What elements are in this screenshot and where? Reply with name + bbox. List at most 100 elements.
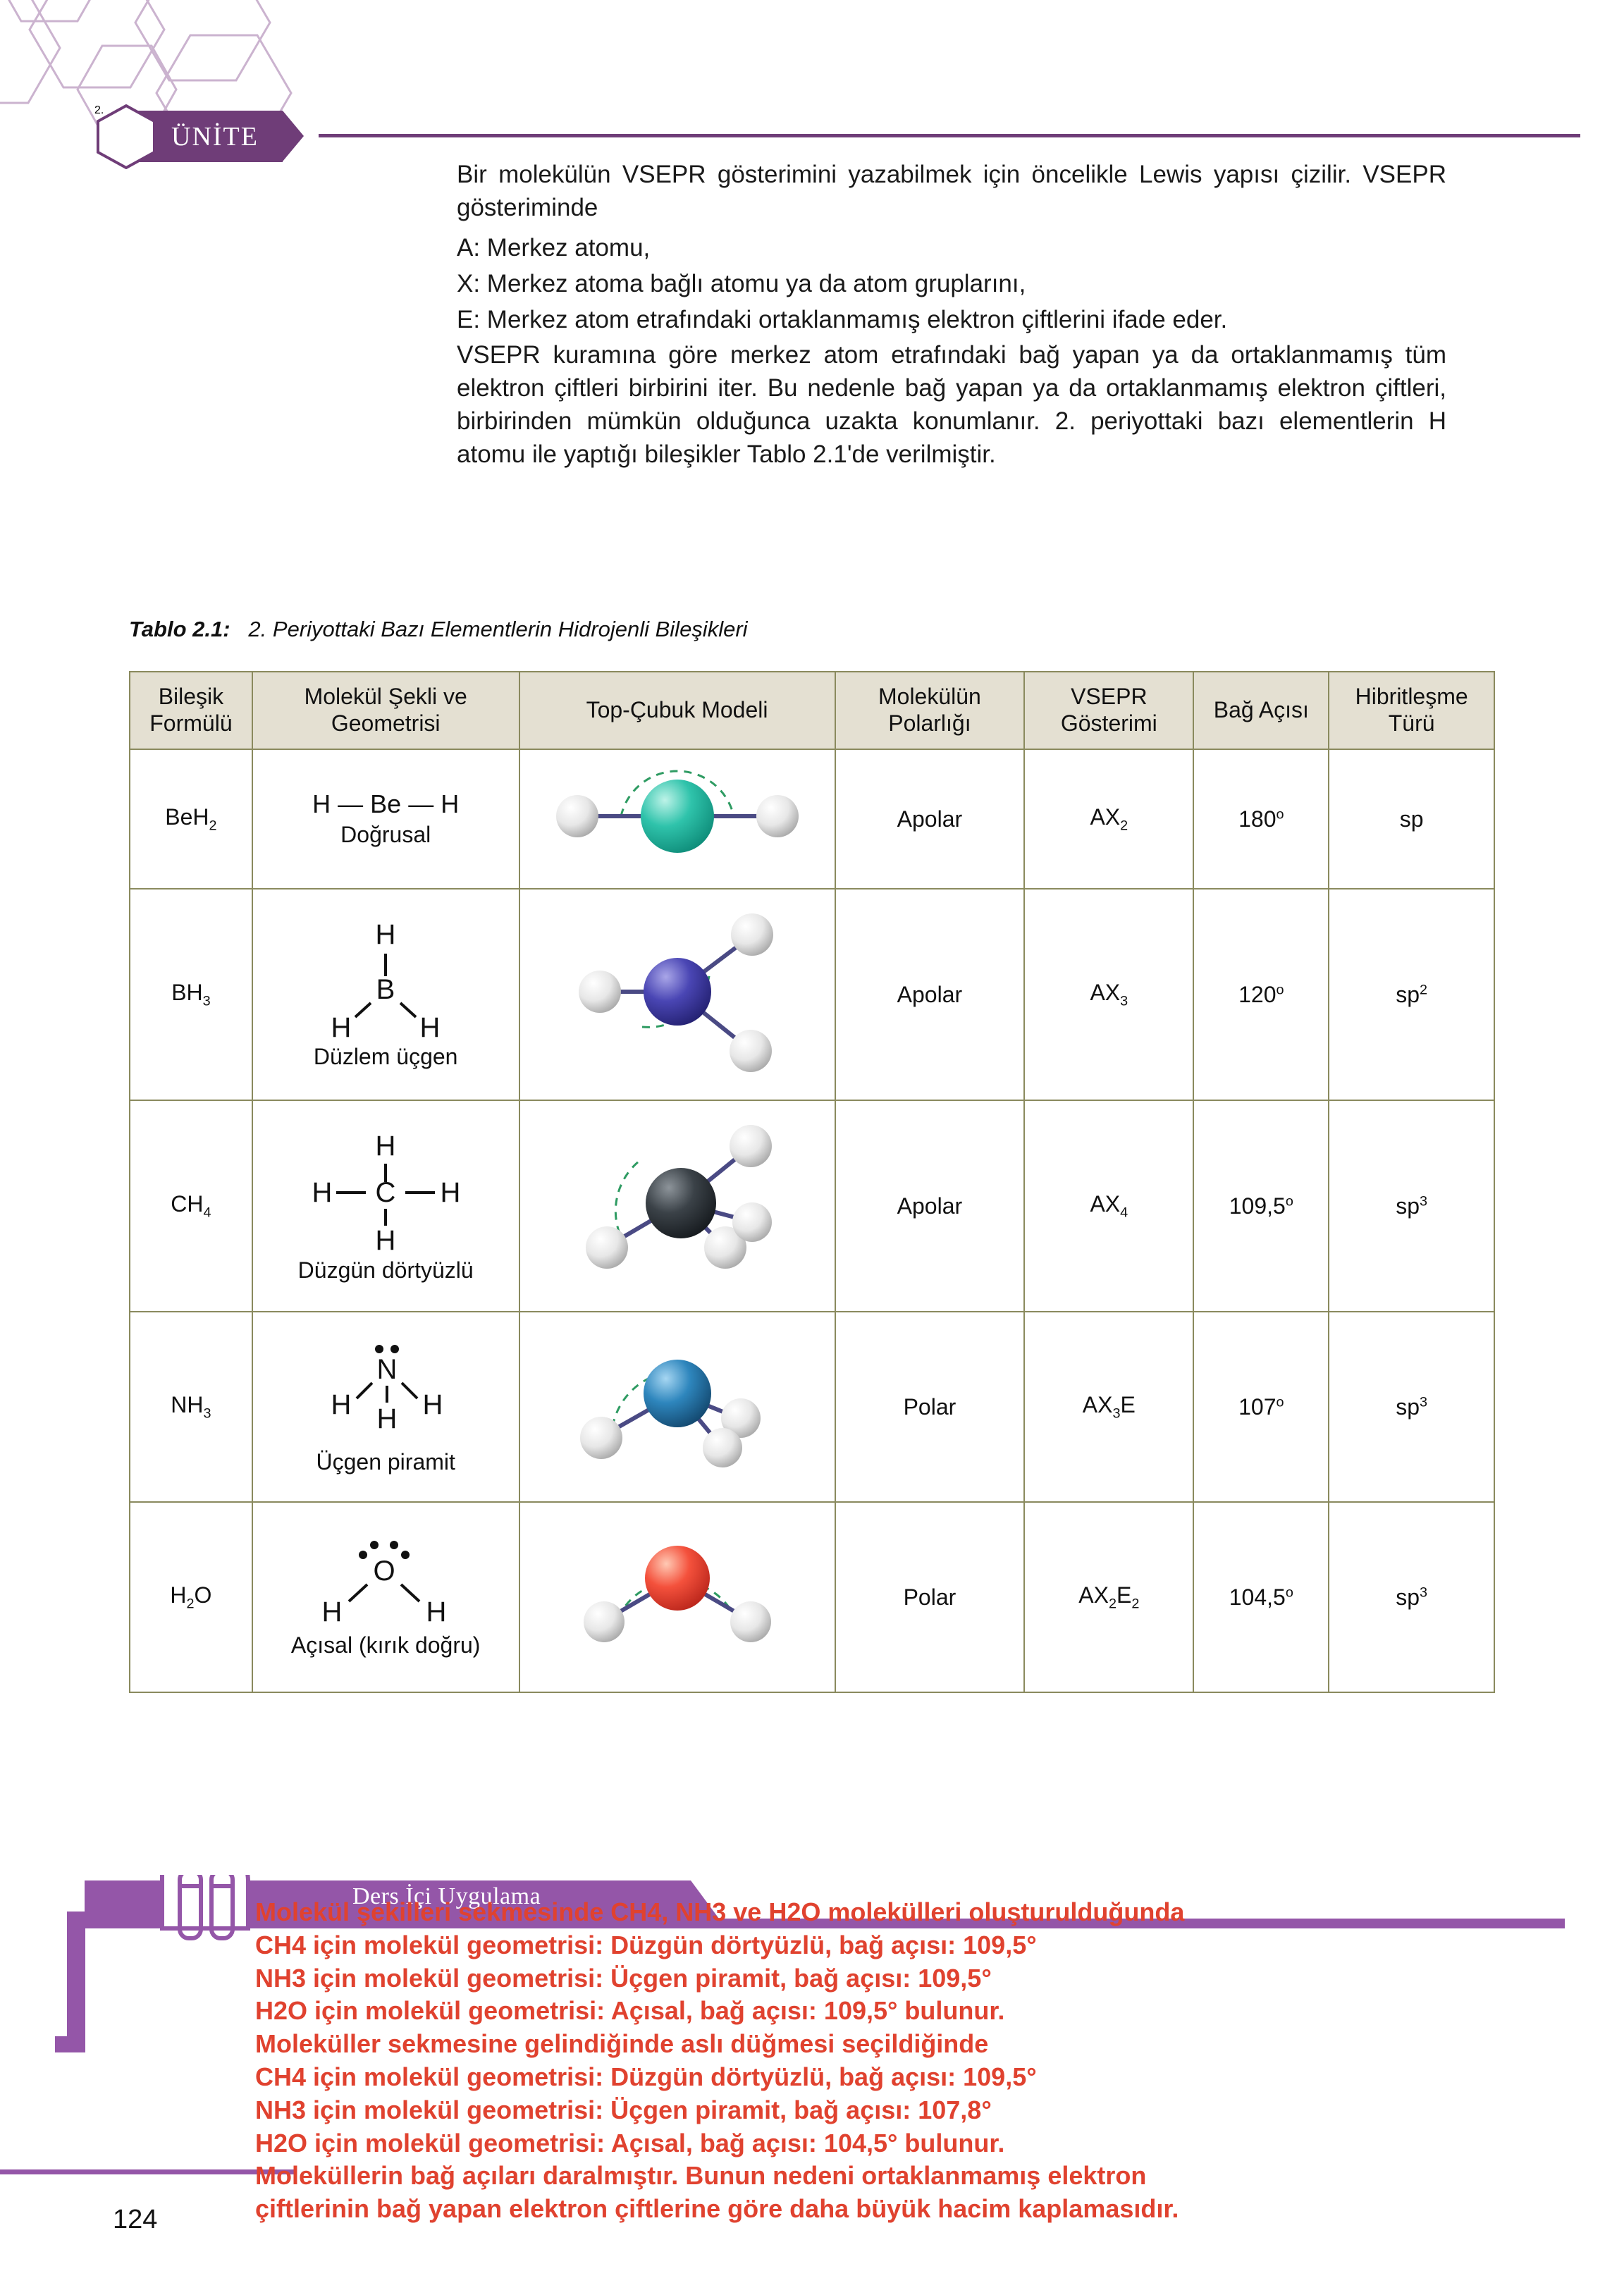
geometry-name: Üçgen piramit bbox=[316, 1449, 455, 1475]
th-polarlik: Molekülün Polarlığı bbox=[834, 671, 1026, 750]
th-top-cubuk: Top-Çubuk Modeli bbox=[518, 671, 836, 750]
red-line-4: H2O için molekül geometrisi: Açısal, bağ… bbox=[255, 1996, 1005, 2026]
table-header-row: Bileşik Formülü Molekül Şekli ve Geometr… bbox=[129, 671, 1495, 750]
footer-rule bbox=[0, 2169, 296, 2174]
cell-vsepr: AX4 bbox=[1023, 1100, 1195, 1312]
ball-stick-model-h2o bbox=[583, 1546, 771, 1642]
th-molekul-sekli: Molekül Şekli ve Geometrisi bbox=[251, 671, 520, 750]
intro-text-block: Bir molekülün VSEPR gösterimini yazabilm… bbox=[457, 159, 1446, 479]
cell-polarity: Polar bbox=[834, 1501, 1026, 1693]
svg-text:H: H bbox=[376, 1131, 396, 1162]
svg-text:O: O bbox=[374, 1556, 395, 1587]
cell-polarity: Apolar bbox=[834, 888, 1026, 1101]
cell-hybrid: sp3 bbox=[1328, 1100, 1495, 1312]
table-row: BH3 H B H H Düzlem üçgen bbox=[129, 888, 1495, 1101]
svg-text:C: C bbox=[376, 1177, 396, 1208]
svg-text:N: N bbox=[377, 1354, 398, 1385]
unit-label: ÜNİTE bbox=[171, 121, 259, 152]
cell-formula: H2O bbox=[129, 1501, 253, 1693]
table-row: BeH2 H — Be — H Doğrusal bbox=[129, 749, 1495, 889]
table-row: H2O O H H Açısal (kırık doğru) bbox=[129, 1501, 1495, 1693]
intro-paragraph-3: X: Merkez atoma bağlı atomu ya da atom g… bbox=[457, 269, 1026, 297]
lewis-diagram: H B H H bbox=[331, 920, 441, 1040]
cell-hybrid: sp3 bbox=[1328, 1311, 1495, 1503]
table-caption-text: 2. Periyottaki Bazı Elementlerin Hidroje… bbox=[248, 617, 748, 641]
th-text: Molekül Şekli ve Geometrisi bbox=[304, 684, 467, 736]
cell-angle: 109,5o bbox=[1193, 1100, 1330, 1312]
svg-text:H: H bbox=[376, 1225, 396, 1253]
cell-vsepr: AX2E2 bbox=[1023, 1501, 1195, 1693]
red-line-7: NH3 için molekül geometrisi: Üçgen piram… bbox=[255, 2095, 992, 2124]
red-line-10: çiftlerinin bağ yapan elektron çiftlerin… bbox=[255, 2194, 1179, 2224]
red-line-1: Molekül şekilleri sekmesinde CH4, NH3 ve… bbox=[255, 1897, 1185, 1926]
th-hibritlesme: Hibritleşme Türü bbox=[1328, 671, 1495, 750]
cell-vsepr: AX2 bbox=[1023, 749, 1195, 889]
table-row: NH3 N H H H Üçgen piramit bbox=[129, 1311, 1495, 1503]
lewis-structure-beh2: H — Be — H Doğrusal bbox=[254, 791, 518, 847]
th-bag-acisi: Bağ Açısı bbox=[1193, 671, 1330, 750]
lewis-structure-h2o: O H H Açısal (kırık doğru) bbox=[254, 1537, 518, 1658]
unit-number: 2. bbox=[94, 104, 104, 116]
cell-formula: CH4 bbox=[129, 1100, 253, 1312]
lewis-diagram: H H C H H bbox=[312, 1131, 461, 1253]
cell-lewis: H H C H H Düzgün dörtyüzlü bbox=[251, 1100, 520, 1312]
banner-title: Ders İçi Uygulama bbox=[352, 1883, 541, 1909]
cell-polarity: Apolar bbox=[834, 1100, 1026, 1312]
intro-paragraph-4: E: Merkez atom etrafındaki ortaklanmamış… bbox=[457, 305, 1228, 333]
cell-lewis: H — Be — H Doğrusal bbox=[251, 749, 520, 889]
lewis-diagram: O H H bbox=[322, 1541, 447, 1627]
cell-lewis: O H H Açısal (kırık doğru) bbox=[251, 1501, 520, 1693]
ball-stick-model-beh2 bbox=[555, 770, 799, 853]
svg-text:B: B bbox=[376, 974, 395, 1005]
page-number: 124 bbox=[113, 2205, 158, 2234]
cell-angle: 107o bbox=[1193, 1311, 1330, 1503]
geometry-name: Düzlem üçgen bbox=[313, 1044, 458, 1070]
svg-text:H: H bbox=[420, 1012, 441, 1040]
cell-vsepr: AX3E bbox=[1023, 1311, 1195, 1503]
cell-formula: BH3 bbox=[129, 888, 253, 1101]
cell-polarity: Apolar bbox=[834, 749, 1026, 889]
cell-vsepr: AX3 bbox=[1023, 888, 1195, 1101]
cell-ballstick bbox=[518, 1311, 836, 1503]
table-caption-label: Tablo 2.1: bbox=[129, 617, 230, 641]
cell-angle: 120o bbox=[1193, 888, 1330, 1101]
th-bilesik-formulu: Bileşik Formülü bbox=[129, 671, 253, 750]
svg-text:H: H bbox=[377, 1403, 398, 1434]
unit-header-rule bbox=[319, 134, 1580, 137]
geometry-name: Düzgün dörtyüzlü bbox=[297, 1257, 474, 1283]
svg-text:H: H bbox=[331, 1389, 352, 1420]
svg-text:H: H bbox=[426, 1596, 447, 1627]
svg-text:H: H bbox=[441, 1177, 461, 1208]
red-line-6: CH4 için molekül geometrisi: Düzgün dört… bbox=[255, 2062, 1037, 2091]
lewis-structure-bh3: H B H H Düzlem üçgen bbox=[254, 920, 518, 1069]
ball-stick-model-bh3 bbox=[578, 913, 773, 1072]
red-line-8: H2O için molekül geometrisi: Açısal, bağ… bbox=[255, 2128, 1005, 2157]
application-red-text: Molekül şekilleri sekmesinde CH4, NH3 ve… bbox=[255, 1896, 1524, 2226]
svg-text:H: H bbox=[312, 1177, 333, 1208]
lewis-diagram: N H H H bbox=[331, 1345, 443, 1434]
intro-paragraph-5: VSEPR kuramına göre merkez atom etrafınd… bbox=[457, 341, 1446, 469]
red-line-2: CH4 için molekül geometrisi: Düzgün dört… bbox=[255, 1930, 1037, 1959]
cell-ballstick bbox=[518, 888, 836, 1101]
cell-hybrid: sp bbox=[1328, 749, 1495, 889]
vsepr-table: Bileşik Formülü Molekül Şekli ve Geometr… bbox=[129, 671, 1495, 1693]
cell-formula: NH3 bbox=[129, 1311, 253, 1503]
cell-hybrid: sp2 bbox=[1328, 888, 1495, 1101]
th-text: Molekülün Polarlığı bbox=[878, 684, 981, 736]
lewis-structure-nh3: N H H H Üçgen piramit bbox=[254, 1339, 518, 1475]
th-text: Bağ Açısı bbox=[1213, 697, 1309, 723]
cell-ballstick bbox=[518, 1100, 836, 1312]
ball-stick-model-nh3 bbox=[579, 1360, 761, 1467]
lewis-structure-ch4: H H C H H Düzgün dörtyüzlü bbox=[254, 1130, 518, 1283]
geometry-name: Açısal (kırık doğru) bbox=[290, 1632, 481, 1658]
cell-hybrid: sp3 bbox=[1328, 1501, 1495, 1693]
cell-lewis: N H H H Üçgen piramit bbox=[251, 1311, 520, 1503]
table-caption: Tablo 2.1: 2. Periyottaki Bazı Elementle… bbox=[129, 617, 748, 642]
svg-text:H: H bbox=[331, 1012, 352, 1040]
red-line-9: Moleküllerin bağ açıları daralmıştır. Bu… bbox=[255, 2161, 1147, 2191]
intro-paragraph-2: A: Merkez atomu, bbox=[457, 233, 651, 261]
th-text: Bileşik Formülü bbox=[149, 684, 233, 736]
ball-stick-model-ch4 bbox=[585, 1125, 772, 1269]
red-line-3: NH3 için molekül geometrisi: Üçgen piram… bbox=[255, 1963, 992, 1993]
